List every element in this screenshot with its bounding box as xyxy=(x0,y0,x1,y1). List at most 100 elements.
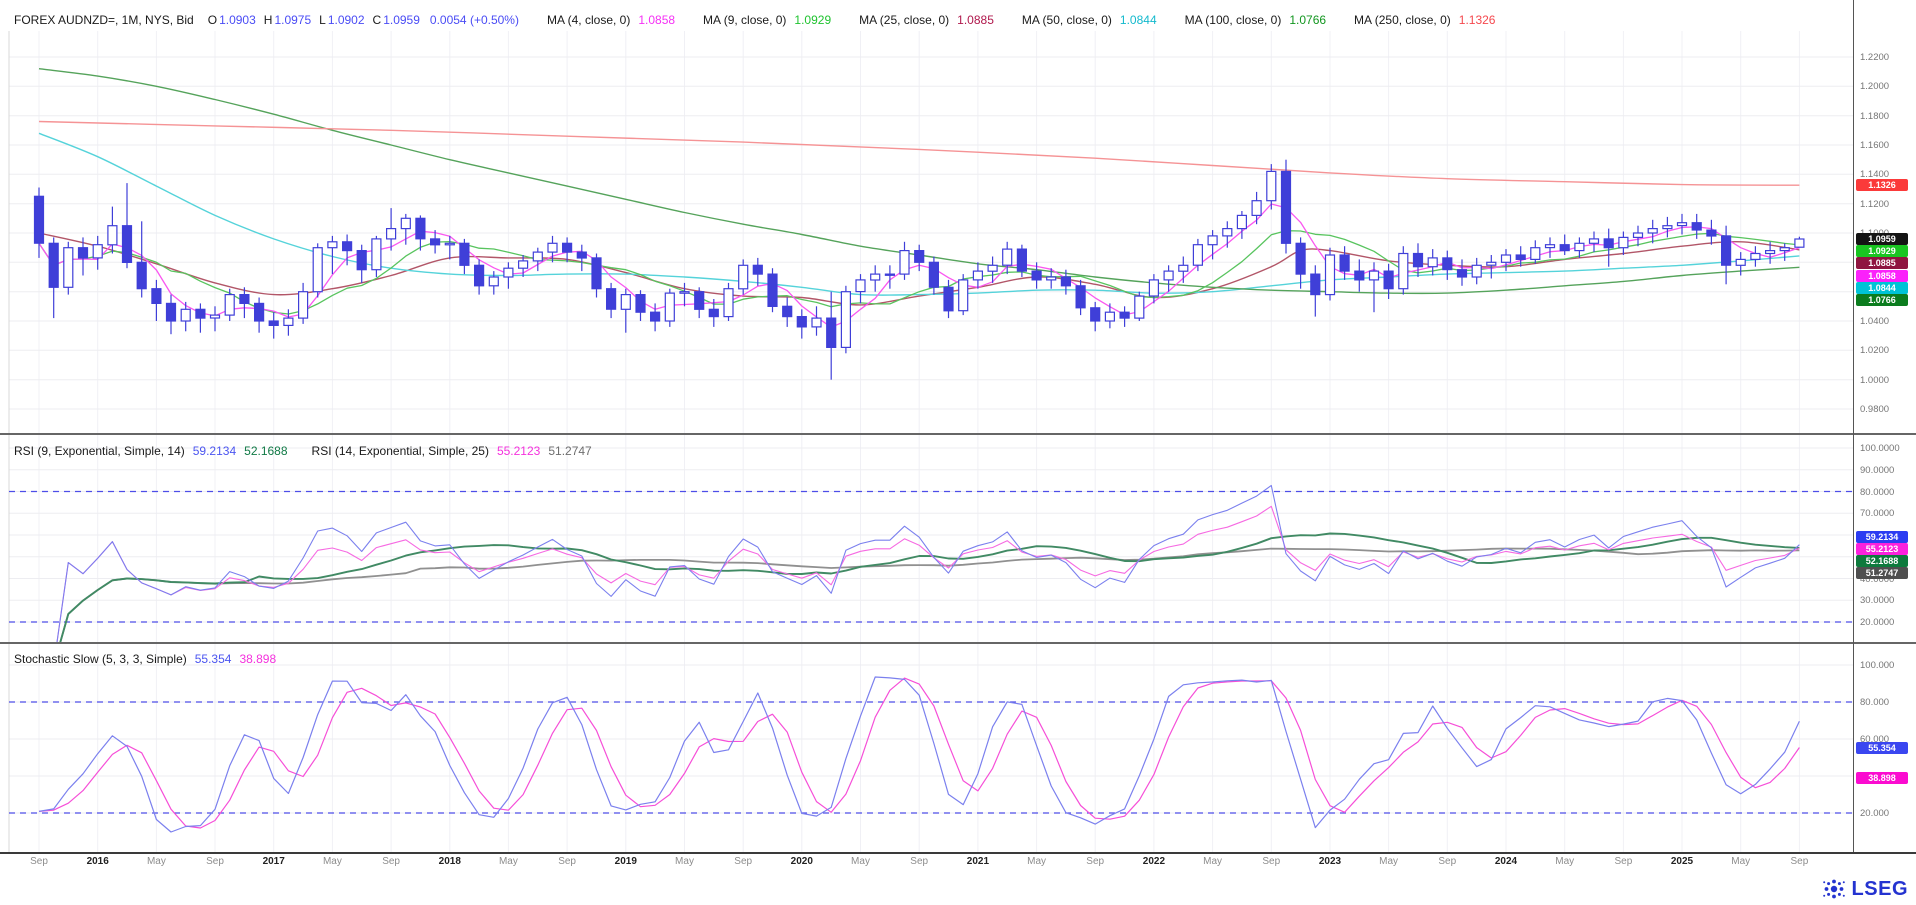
axis-value-badge: 1.0929 xyxy=(1856,245,1908,258)
legend-part: 1.0903 xyxy=(219,13,256,27)
time-axis-label: Sep xyxy=(1790,856,1809,867)
rsi-panel-legend: RSI (9, Exponential, Simple, 14) 59.2134 5… xyxy=(14,444,592,458)
stoch-tick-label: 100.000 xyxy=(1860,660,1895,671)
axis-value-badge: 1.0858 xyxy=(1856,269,1908,282)
legend-part: 1.1326 xyxy=(1458,13,1496,27)
time-axis-label: Sep xyxy=(30,856,48,867)
legend-part: 1.0959 xyxy=(383,13,420,27)
time-axis-label: Sep xyxy=(1262,856,1281,867)
axis-value-badge: 1.1326 xyxy=(1856,179,1908,192)
legend-part: 1.0844 xyxy=(1119,13,1157,27)
legend-part: RSI (14, Exponential, Simple, 25) xyxy=(311,444,489,458)
time-axis-label: May xyxy=(1379,856,1399,867)
time-axis-label: 2016 xyxy=(86,856,109,867)
legend-part: 1.0929 xyxy=(794,13,832,27)
axis-value-badge: 51.2747 xyxy=(1856,567,1908,580)
separator-rsi-stoch[interactable] xyxy=(0,642,1916,644)
axis-value-badge: 1.0885 xyxy=(1856,257,1908,270)
axis-value-badge: 55.354 xyxy=(1856,741,1908,754)
time-axis-label: May xyxy=(1203,856,1223,867)
legend-part: 55.2123 xyxy=(496,444,541,458)
legend-part: 51.2747 xyxy=(548,444,592,458)
price-axis-line xyxy=(1853,0,1854,852)
axis-value-badge: 52.1688 xyxy=(1856,555,1908,568)
time-axis-label: 2023 xyxy=(1318,856,1342,867)
legend-part: 0.0054 (+0.50%) xyxy=(429,13,519,27)
time-axis-label: May xyxy=(322,856,342,867)
axis-value-badge: 55.2123 xyxy=(1856,542,1908,555)
legend-part: 1.0885 xyxy=(957,13,994,27)
legend-part: 55.354 xyxy=(194,652,232,666)
legend-part: Stochastic Slow (5, 3, 3, Simple) xyxy=(14,652,187,666)
time-axis-label: Sep xyxy=(1438,856,1457,867)
time-axis-label: 2021 xyxy=(966,856,990,867)
axis-value-badge: 59.2134 xyxy=(1856,530,1908,543)
time-axis-label: May xyxy=(1555,856,1575,867)
time-axis-label: May xyxy=(1731,856,1751,867)
legend-part: MA (50, close, 0) xyxy=(1021,13,1112,27)
time-axis-label: Sep xyxy=(382,856,400,867)
time-axis-label: 2017 xyxy=(262,856,285,867)
lseg-crest-icon xyxy=(1822,879,1845,899)
price-tick-label: 1.1400 xyxy=(1860,169,1890,181)
time-axis-label: 2025 xyxy=(1670,856,1694,867)
price-tick-label: 1.1600 xyxy=(1860,140,1890,151)
legend-part: MA (4, close, 0) xyxy=(546,13,631,27)
legend-part: 1.0975 xyxy=(274,13,312,27)
price-tick-label: 1.1200 xyxy=(1860,198,1890,210)
time-axis-label: Sep xyxy=(558,856,576,867)
legend-part: C xyxy=(372,13,382,27)
price-tick-label: 1.0400 xyxy=(1860,316,1890,327)
stoch-tick-label: 60.000 xyxy=(1860,733,1890,745)
legend-part: 38.898 xyxy=(239,652,277,666)
time-axis-label: Sep xyxy=(1086,856,1105,867)
legend-part: O xyxy=(207,13,218,27)
time-axis-label: 2020 xyxy=(790,856,813,867)
legend-part: FOREX AUDNZD=, 1M, NYS, Bid xyxy=(14,13,194,27)
legend-part: 1.0902 xyxy=(327,13,365,27)
time-axis-label: May xyxy=(146,856,166,867)
time-axis-label: 2018 xyxy=(438,856,461,867)
time-axis-line xyxy=(0,852,1916,854)
time-axis-label: 2024 xyxy=(1494,856,1518,867)
legend-part: MA (100, close, 0) xyxy=(1184,13,1282,27)
rsi-tick-label: 100.0000 xyxy=(1860,443,1900,454)
legend-part: MA (25, close, 0) xyxy=(859,13,950,27)
legend-part: RSI (9, Exponential, Simple, 14) xyxy=(14,444,185,458)
separator-price-rsi[interactable] xyxy=(0,433,1916,435)
time-axis-label: May xyxy=(498,856,518,867)
stochastic-panel-legend: Stochastic Slow (5, 3, 3, Simple) 55.354 3… xyxy=(14,652,276,666)
time-axis-label: May xyxy=(675,856,694,867)
price-tick-label: 1.2200 xyxy=(1860,52,1890,63)
time-axis-label: 2022 xyxy=(1142,856,1166,867)
axis-value-badge: 1.0959 xyxy=(1856,233,1908,245)
price-tick-label: 1.1800 xyxy=(1860,110,1890,122)
time-axis-label: Sep xyxy=(206,856,224,867)
price-axis[interactable]: NZD xyxy=(1854,0,1916,433)
price-panel-legend: FOREX AUDNZD=, 1M, NYS, Bid O 1.0903 H 1.097… xyxy=(14,13,1495,27)
legend-part: H xyxy=(263,13,273,27)
legend-part: 1.0858 xyxy=(638,13,676,27)
price-tick-label: 1.0000 xyxy=(1860,374,1890,386)
rsi-tick-label: 90.0000 xyxy=(1860,464,1895,476)
rsi-tick-label: 20.0000 xyxy=(1860,617,1895,628)
legend-part: MA (250, close, 0) xyxy=(1354,13,1451,27)
legend-part: 52.1688 xyxy=(244,444,288,458)
legend-part: L xyxy=(319,13,326,27)
rsi-tick-label: 70.0000 xyxy=(1860,508,1895,520)
price-tick-label: 0.9800 xyxy=(1860,404,1890,415)
rsi-tick-label: 30.0000 xyxy=(1860,595,1895,607)
time-axis-label: Sep xyxy=(734,856,753,867)
legend-part: 1.0766 xyxy=(1289,13,1327,27)
price-tick-label: 1.2000 xyxy=(1860,81,1890,93)
lseg-logo-text: LSEG xyxy=(1851,877,1908,900)
time-axis-label: May xyxy=(1027,856,1047,867)
axis-value-badge: 1.0766 xyxy=(1856,294,1908,306)
stoch-tick-label: 20.000 xyxy=(1860,807,1890,819)
time-axis-label: Sep xyxy=(910,856,929,867)
legend-part: MA (9, close, 0) xyxy=(703,13,787,27)
axis-value-badge: 1.0844 xyxy=(1856,281,1908,294)
time-axis-label: Sep xyxy=(1614,856,1633,867)
